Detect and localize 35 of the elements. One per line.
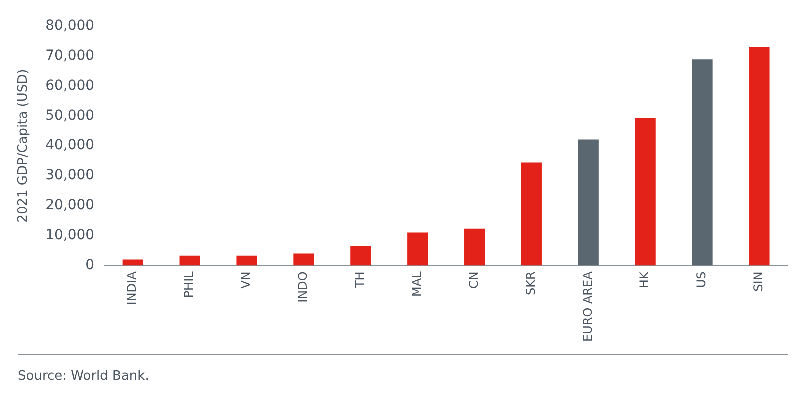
y-tick-label: 20,000	[46, 198, 95, 214]
y-axis-title: 2021 GDP/Capita (USD)	[16, 69, 32, 223]
x-tick-label: VN	[239, 272, 254, 289]
bar	[236, 256, 258, 266]
bar	[635, 118, 656, 266]
bar	[692, 60, 713, 266]
x-tick-label: EURO AREA	[580, 270, 595, 342]
x-tick-label: INDIA	[125, 270, 140, 306]
x-tick-label: CN	[466, 272, 481, 290]
y-tick-label: 80,000	[46, 18, 95, 34]
y-tick-label: 10,000	[46, 227, 95, 244]
x-tick-label: US	[694, 272, 709, 288]
y-tick-label: 50,000	[46, 108, 95, 124]
x-tick-label: SKR	[524, 272, 538, 296]
y-tick-label: 40,000	[46, 138, 95, 154]
x-tick-label: INDO	[296, 272, 310, 303]
y-tick-label: 30,000	[46, 168, 95, 184]
bar	[180, 256, 200, 266]
bar	[578, 140, 599, 266]
bar	[749, 47, 770, 266]
x-tick-label: SIN	[752, 272, 766, 292]
bar	[464, 228, 486, 266]
source-note: Source: World Bank.	[18, 369, 150, 384]
bar	[521, 162, 542, 266]
x-tick-label: PHIL	[182, 271, 196, 298]
x-tick-label: HK	[638, 270, 652, 289]
bar	[294, 254, 314, 266]
y-tick-label: 70,000	[46, 48, 95, 64]
y-tick-label: 0	[86, 257, 95, 274]
bar	[350, 246, 372, 266]
x-tick-label: TH	[352, 272, 367, 290]
bar	[122, 260, 144, 266]
x-tick-label: MAL	[410, 271, 424, 297]
y-tick-label: 60,000	[46, 78, 95, 94]
bar	[408, 232, 428, 266]
